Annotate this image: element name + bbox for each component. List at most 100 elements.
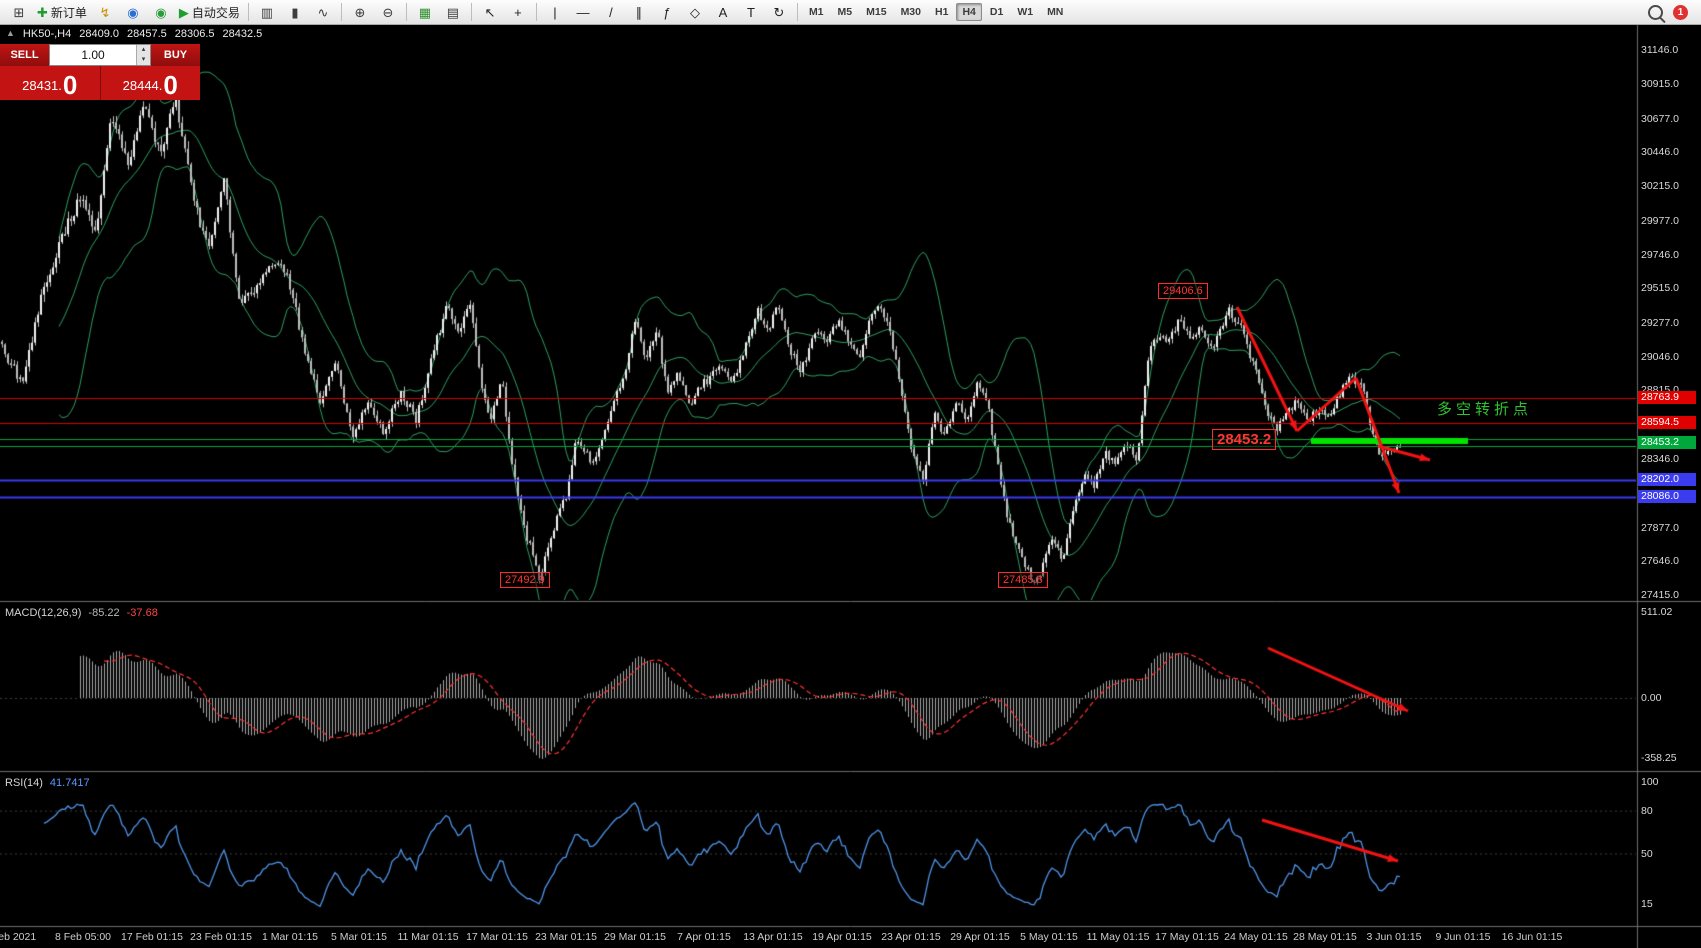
price-tick: 28346.0 (1641, 453, 1679, 465)
buy-button[interactable]: BUY (151, 44, 200, 66)
time-label: 29 Mar 01:15 (604, 931, 666, 943)
toolbar: ⊞ ✚ 新订单 ↯ ◉ ◉ ▶ 自动交易 ▥ ▮ ∿ ⊕ ⊖ ▦ ▤ ↖ + | — / ∥ ƒ ◇ A T ↻ M1 M5 M15 M3… (0, 0, 1701, 25)
timeframe-h1[interactable]: H1 (935, 6, 949, 18)
new-order-button-label: 新订单 (50, 5, 87, 20)
trendline-button[interactable]: / (598, 1, 624, 23)
zoom-out-button[interactable]: ⊖ (375, 1, 401, 23)
text-button[interactable]: A (710, 1, 736, 23)
cycles-icon: ↻ (773, 4, 785, 20)
zoom-in-icon: ⊕ (354, 4, 366, 20)
price-tick: 29046.0 (1641, 351, 1679, 363)
price-tick: 27646.0 (1641, 555, 1679, 567)
time-label: 24 May 01:15 (1224, 931, 1288, 943)
time-label: 17 May 01:15 (1155, 931, 1219, 943)
time-label: 16 Jun 01:15 (1501, 931, 1563, 943)
time-label: 23 Mar 01:15 (535, 931, 597, 943)
collapse-icon[interactable]: ▲ (6, 28, 15, 38)
auto-trading-icon: ▶ (178, 4, 189, 20)
text-icon: A (718, 4, 728, 20)
timeframe-m1[interactable]: M1 (808, 6, 824, 18)
search-icon[interactable] (1648, 4, 1663, 20)
buy-price[interactable]: 28444. 0 (101, 66, 201, 100)
new-order-icon: ✚ (37, 4, 48, 20)
fibonacci-icon: ƒ (663, 4, 671, 20)
vertical-line-button[interactable]: | (542, 1, 568, 23)
time-label: 28 May 01:15 (1293, 931, 1357, 943)
macd-tick: -358.25 (1641, 752, 1677, 764)
horizontal-line-icon: — (576, 4, 590, 20)
trendline-icon: / (609, 4, 613, 20)
time-label: 23 Feb 01:15 (190, 931, 252, 943)
timeframe-d1[interactable]: D1 (989, 6, 1004, 18)
buy-price-main: 28444. (122, 78, 163, 93)
low-value: 28306.5 (174, 28, 215, 40)
toolbar-separator (796, 3, 798, 21)
market-icon: ◉ (127, 4, 139, 20)
fibonacci-button[interactable]: ƒ (654, 1, 680, 23)
time-label: 29 Apr 01:15 (950, 931, 1010, 943)
cursor-button[interactable]: ↖ (477, 1, 503, 23)
timeframe-m5[interactable]: M5 (837, 6, 853, 18)
candlestick-chart-button[interactable]: ▮ (282, 1, 308, 23)
sell-button[interactable]: SELL (0, 44, 49, 66)
price-tag: 28453.2 (1638, 436, 1696, 449)
toolbar-right: 1 (1648, 4, 1696, 20)
price-tick: 27877.0 (1641, 522, 1679, 534)
signals-button[interactable]: ◉ (148, 1, 174, 23)
zoom-out-icon: ⊖ (382, 4, 394, 20)
timeframe-mn[interactable]: MN (1047, 6, 1064, 18)
horizontal-line-button[interactable]: — (570, 1, 596, 23)
new-chart-button[interactable]: ⊞ (6, 1, 32, 23)
toolbar-separator (340, 3, 342, 21)
price-tag: 28086.0 (1638, 490, 1696, 503)
time-label: 3 Jun 01:15 (1366, 931, 1422, 943)
price-tag: 28763.9 (1638, 391, 1696, 404)
notification-badge[interactable]: 1 (1673, 4, 1688, 20)
zoom-in-button[interactable]: ⊕ (347, 1, 373, 23)
cycles-button[interactable]: ↻ (766, 1, 792, 23)
time-label: 17 Feb 01:15 (121, 931, 183, 943)
high-value: 28457.5 (126, 28, 167, 40)
one-click-button[interactable]: ↯ (92, 1, 118, 23)
time-label: 19 Apr 01:15 (812, 931, 872, 943)
toolbar-separator (405, 3, 407, 21)
new-order-button[interactable]: ✚ 新订单 (34, 1, 90, 23)
time-label: 17 Mar 01:15 (466, 931, 528, 943)
indicators-button[interactable]: ▤ (440, 1, 466, 23)
time-label: 5 Mar 01:15 (330, 931, 388, 943)
price-tick: 29977.0 (1641, 215, 1679, 227)
volume-spinner[interactable]: ▴ ▾ (136, 45, 150, 65)
time-label: 11 May 01:15 (1086, 931, 1150, 943)
volume-input[interactable]: 1.00 ▴ ▾ (49, 44, 151, 66)
tile-windows-icon: ▦ (418, 4, 432, 20)
chart-header: ▲ HK50-,H4 28409.0 28457.5 28306.5 28432… (6, 28, 262, 40)
volume-down-icon[interactable]: ▾ (141, 56, 146, 63)
price-tick: 30215.0 (1641, 180, 1679, 192)
volume-up-icon[interactable]: ▴ (141, 46, 146, 53)
timeframe-m15[interactable]: M15 (866, 6, 887, 18)
market-button[interactable]: ◉ (120, 1, 146, 23)
macd-signal-value: -37.68 (126, 607, 158, 619)
candlestick-chart-icon: ▮ (291, 4, 299, 20)
time-label: Feb 2021 (0, 931, 37, 943)
channel-button[interactable]: ∥ (626, 1, 652, 23)
new-chart-icon: ⊞ (13, 4, 25, 20)
bar-chart-button[interactable]: ▥ (254, 1, 280, 23)
swing-high-annotation: 29406.6 (1158, 283, 1208, 299)
crosshair-button[interactable]: + (505, 1, 531, 23)
line-chart-button[interactable]: ∿ (310, 1, 336, 23)
one-click-trading-panel: SELL 1.00 ▴ ▾ BUY 28431. 0 28444. 0 (0, 44, 200, 100)
shapes-button[interactable]: ◇ (682, 1, 708, 23)
sell-price[interactable]: 28431. 0 (0, 66, 101, 100)
tile-windows-button[interactable]: ▦ (412, 1, 438, 23)
price-tick: 29277.0 (1641, 317, 1679, 329)
timeframe-w1[interactable]: W1 (1017, 6, 1034, 18)
timeframe-h4[interactable]: H4 (956, 3, 982, 21)
auto-trading-button[interactable]: ▶ 自动交易 (176, 1, 243, 23)
timeframe-m30[interactable]: M30 (900, 6, 921, 18)
label-button[interactable]: T (738, 1, 764, 23)
indicators-icon: ▤ (446, 4, 460, 20)
rsi-tick: 100 (1641, 776, 1659, 788)
